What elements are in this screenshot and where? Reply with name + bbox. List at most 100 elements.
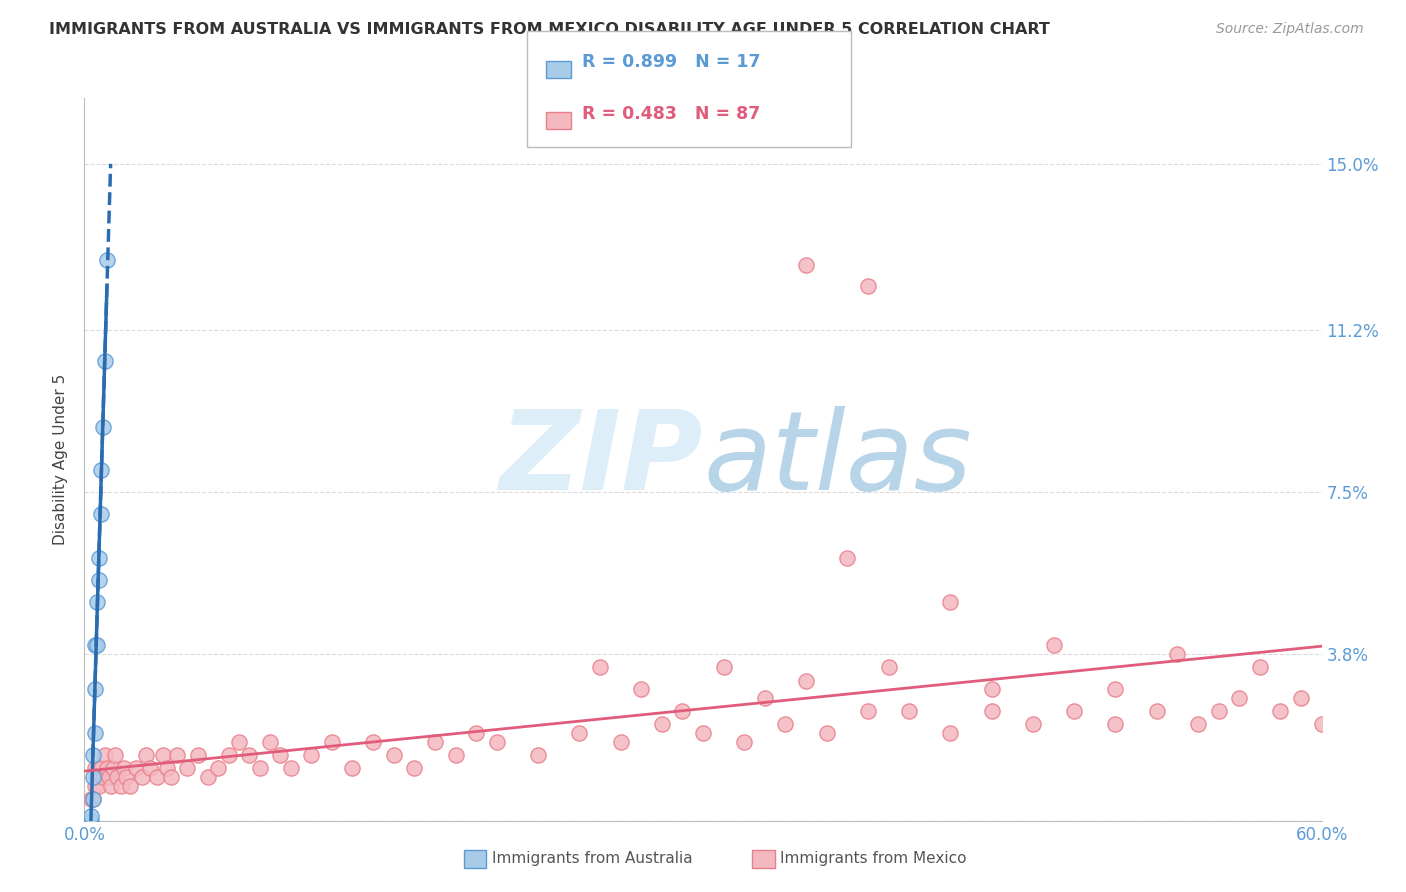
Point: [91, 419, 114, 434]
Text: R = 0.483   N = 87: R = 0.483 N = 87: [582, 105, 761, 123]
Point: [207, 761, 229, 775]
Point: [90, 463, 112, 477]
Point: [837, 550, 859, 565]
Point: [131, 770, 153, 784]
Point: [82, 791, 104, 805]
Point: [794, 673, 817, 688]
Point: [259, 735, 281, 749]
Point: [83, 682, 105, 697]
Text: Source: ZipAtlas.com: Source: ZipAtlas.com: [1216, 22, 1364, 37]
Point: [1289, 691, 1312, 706]
Point: [104, 747, 127, 762]
Point: [166, 747, 188, 762]
Point: [713, 660, 735, 674]
Point: [671, 704, 693, 718]
Point: [94, 354, 117, 368]
Point: [382, 747, 405, 762]
Y-axis label: Disability Age Under 5: Disability Age Under 5: [53, 374, 69, 545]
Point: [110, 779, 132, 793]
Point: [444, 747, 467, 762]
Point: [187, 747, 209, 762]
Point: [898, 704, 921, 718]
Point: [1208, 704, 1230, 718]
Point: [692, 726, 714, 740]
Point: [87, 550, 110, 565]
Point: [228, 735, 250, 749]
Point: [79, 809, 101, 823]
Point: [114, 770, 136, 784]
Point: [83, 761, 105, 775]
Point: [152, 747, 174, 762]
Point: [249, 761, 271, 775]
Point: [145, 770, 167, 784]
Point: [733, 735, 755, 749]
Point: [280, 761, 302, 775]
Text: R = 0.899   N = 17: R = 0.899 N = 17: [582, 54, 761, 71]
Text: Immigrants from Mexico: Immigrants from Mexico: [780, 852, 967, 866]
Point: [94, 747, 117, 762]
Point: [96, 761, 118, 775]
Point: [568, 726, 591, 740]
Point: [485, 735, 508, 749]
Point: [423, 735, 446, 749]
Point: [160, 770, 183, 784]
Point: [105, 770, 128, 784]
Point: [1227, 691, 1250, 706]
Point: [86, 770, 108, 784]
Point: [139, 761, 162, 775]
Point: [86, 595, 108, 609]
Point: [156, 761, 179, 775]
Text: atlas: atlas: [703, 406, 972, 513]
Point: [176, 761, 198, 775]
Point: [794, 258, 817, 272]
Point: [1166, 647, 1188, 661]
Point: [775, 717, 797, 731]
Point: [82, 770, 104, 784]
Text: ZIP: ZIP: [499, 406, 703, 513]
Point: [754, 691, 776, 706]
Point: [90, 507, 112, 521]
Point: [118, 779, 141, 793]
Point: [939, 726, 962, 740]
Point: [589, 660, 612, 674]
Point: [90, 761, 112, 775]
Point: [83, 779, 105, 793]
Point: [86, 639, 108, 653]
Point: [342, 761, 364, 775]
Point: [1104, 717, 1126, 731]
Point: [79, 814, 101, 828]
Point: [877, 660, 900, 674]
Point: [980, 704, 1002, 718]
Point: [125, 761, 148, 775]
Point: [1270, 704, 1292, 718]
Point: [218, 747, 240, 762]
Point: [135, 747, 157, 762]
Text: IMMIGRANTS FROM AUSTRALIA VS IMMIGRANTS FROM MEXICO DISABILITY AGE UNDER 5 CORRE: IMMIGRANTS FROM AUSTRALIA VS IMMIGRANTS …: [49, 22, 1050, 37]
Point: [1187, 717, 1209, 731]
Point: [527, 747, 550, 762]
Point: [83, 639, 105, 653]
Point: [1146, 704, 1168, 718]
Point: [112, 761, 135, 775]
Point: [939, 595, 962, 609]
Point: [87, 779, 110, 793]
Point: [100, 779, 122, 793]
Point: [815, 726, 838, 740]
Point: [1310, 717, 1333, 731]
Point: [82, 791, 104, 805]
Point: [651, 717, 673, 731]
Point: [1063, 704, 1085, 718]
Point: [856, 704, 879, 718]
Point: [980, 682, 1002, 697]
Point: [299, 747, 322, 762]
Point: [321, 735, 343, 749]
Point: [1022, 717, 1045, 731]
Point: [856, 279, 879, 293]
Point: [91, 770, 114, 784]
Point: [238, 747, 260, 762]
Text: Immigrants from Australia: Immigrants from Australia: [492, 852, 693, 866]
Point: [465, 726, 488, 740]
Point: [609, 735, 631, 749]
Point: [269, 747, 291, 762]
Point: [103, 761, 125, 775]
